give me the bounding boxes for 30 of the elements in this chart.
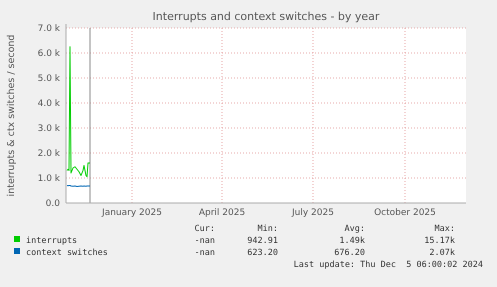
y-tick-label: 0.0 — [46, 199, 60, 210]
y-tick-label: 1.0 k — [38, 174, 61, 184]
chart-title: Interrupts and context switches - by year — [152, 10, 380, 23]
text: Max: — [434, 224, 455, 234]
y-tick-label: 2.0 k — [38, 149, 61, 160]
y-tick-label: 6.0 k — [38, 49, 61, 60]
text: Avg: — [344, 224, 365, 234]
text: 1.49k — [339, 236, 365, 246]
legend-label: context switches — [26, 248, 108, 258]
text: Cur: — [194, 224, 215, 234]
y-tick-label: 3.0 k — [38, 124, 61, 134]
x-tick-label: October 2025 — [374, 208, 436, 218]
legend-label: interrupts — [26, 236, 78, 246]
text: -nan — [194, 236, 215, 246]
text: 15.17k — [424, 236, 455, 246]
text: Min: — [258, 224, 278, 234]
text: 2.07k — [429, 248, 455, 258]
text: Last update: Thu Dec 5 06:00:02 2024 — [294, 260, 483, 270]
x-tick-label: January 2025 — [101, 208, 162, 218]
y-tick-label: 4.0 k — [38, 99, 61, 110]
y-axis-title: interrupts & ctx switches / second — [6, 34, 17, 196]
line-series — [66, 46, 90, 178]
y-tick-label: 5.0 k — [38, 74, 61, 84]
text: 676.20 — [334, 248, 365, 258]
y-tick-label: 7.0 k — [38, 24, 61, 34]
text: -nan — [194, 248, 215, 258]
text: 942.91 — [247, 236, 278, 246]
x-tick-label: April 2025 — [198, 208, 246, 218]
x-tick-label: July 2025 — [291, 208, 334, 218]
text: 623.20 — [247, 248, 278, 258]
